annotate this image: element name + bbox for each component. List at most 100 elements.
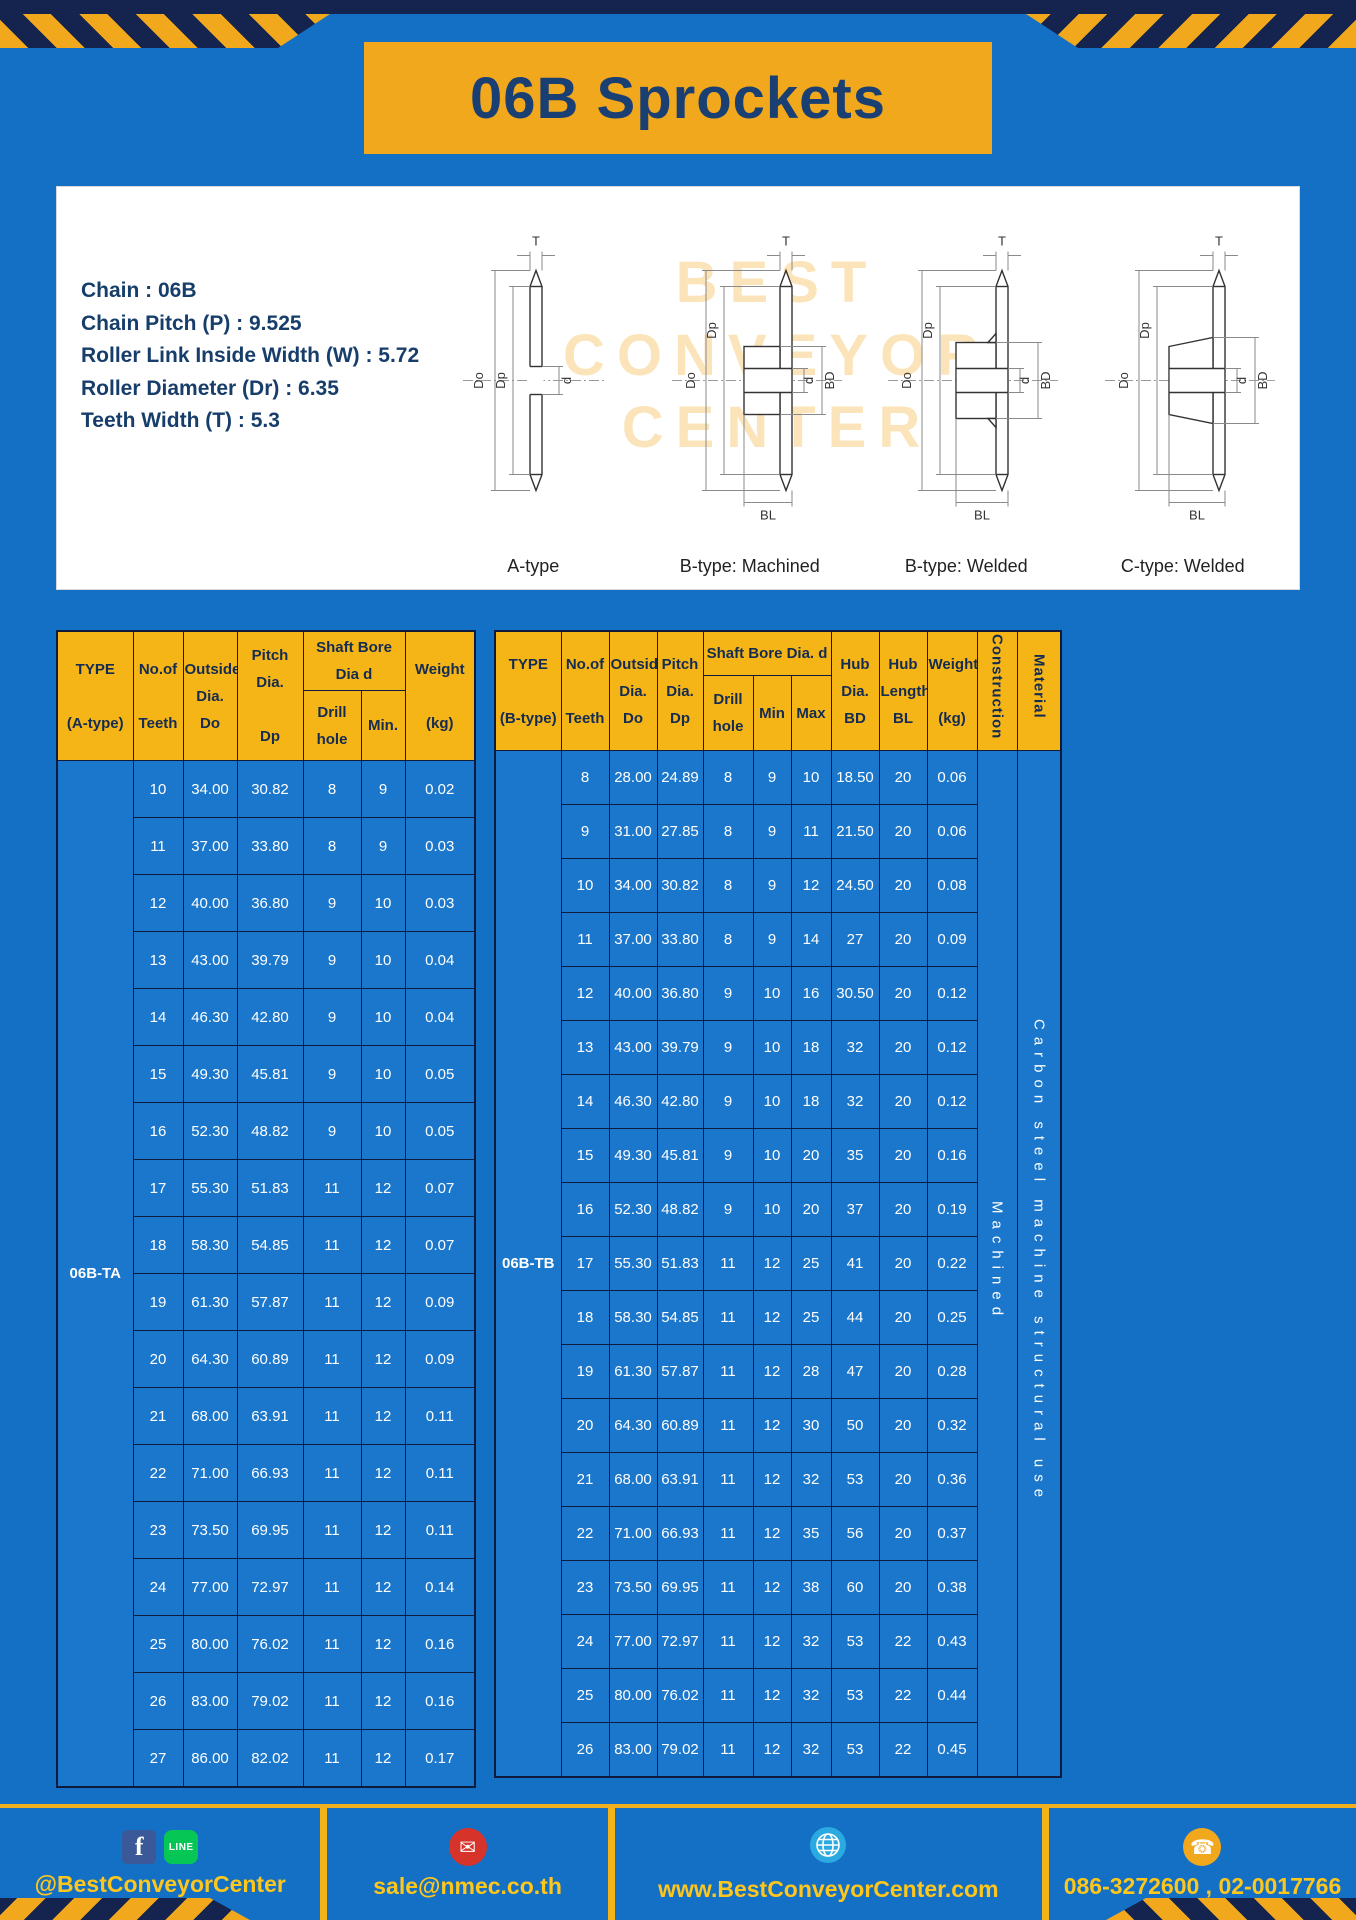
table-a-row: 21 68.00 63.91 11 12 0.11 [57,1387,476,1445]
table-a-row: 17 55.30 51.83 11 12 0.07 [57,1159,476,1217]
table-cell: 12 [360,1159,406,1217]
footer: f LINE @BestConveyorCenter ✉ sale@nmec.c… [0,1804,1356,1920]
table-b-type-cell: 06B-TB [494,750,562,1778]
header-type-b: TYPE (B-type) [494,630,562,752]
table-cell: 11 [302,1615,362,1673]
table-cell: 79.02 [656,1722,704,1778]
table-cell: 30.82 [236,760,304,818]
table-cell: 20 [878,912,928,968]
table-cell: 53 [830,1722,880,1778]
table-cell: 60.89 [236,1330,304,1388]
table-cell: 22 [878,1614,928,1670]
dim-label-dp: Dp [704,322,719,339]
footer-social-section: f LINE @BestConveyorCenter [0,1808,320,1920]
header-type-a: TYPE (A-type) [56,630,134,761]
table-b-header: TYPE (B-type) No.of Teeth Outside Dia. D… [494,630,1062,752]
header-hub-dia: Hub Dia. BD [830,630,880,752]
table-cell: 32 [790,1452,832,1508]
dim-label-d: d [559,377,574,384]
table-cell: 76.02 [656,1668,704,1724]
table-a-row: 22 71.00 66.93 11 12 0.11 [57,1444,476,1502]
table-a-row: 25 80.00 76.02 11 12 0.16 [57,1615,476,1673]
table-cell: 21.50 [830,804,880,860]
table-cell: 76.02 [236,1615,304,1673]
table-cell: 10 [360,988,406,1046]
table-cell: 9 [702,1020,754,1076]
table-b-row: 14 46.30 42.80 9 10 18 32 20 0.12 [495,1074,1061,1130]
table-cell: 0.44 [926,1668,978,1724]
table-cell: 0.12 [926,1020,978,1076]
table-cell: 20 [878,1290,928,1346]
table-cell: 83.00 [608,1722,658,1778]
table-cell: 12 [752,1614,792,1670]
table-cell: 8 [302,817,362,875]
table-cell: 0.12 [926,1074,978,1130]
table-cell: 10 [752,1020,792,1076]
table-cell: 20 [878,1344,928,1400]
table-cell: 9 [702,1182,754,1238]
page-title: 06B Sprockets [470,65,886,131]
table-cell: 79.02 [236,1672,304,1730]
table-cell: 0.32 [926,1398,978,1454]
table-cell: 10 [360,931,406,989]
table-cell: 16 [132,1102,184,1160]
header-drill-hole: Drill hole [302,690,362,761]
table-a-row: 18 58.30 54.85 11 12 0.07 [57,1216,476,1274]
table-cell: 8 [702,858,754,914]
table-cell: 21 [560,1452,610,1508]
table-cell: 12 [360,1387,406,1445]
corner-stripes-bottom-right [1106,1898,1356,1920]
table-cell: 22 [560,1506,610,1562]
table-cell: 26 [132,1672,184,1730]
table-cell: 15 [132,1045,184,1103]
table-b-row: 18 58.30 54.85 11 12 25 44 20 0.25 [495,1290,1061,1346]
header-min: Min [752,675,792,752]
table-cell: 0.11 [404,1444,476,1502]
table-cell: 35 [790,1506,832,1562]
table-cell: 26 [560,1722,610,1778]
table-cell: 9 [752,912,792,968]
table-cell: 86.00 [182,1729,238,1788]
header-pitch-dia: Pitch Dia. Dp [236,630,304,761]
table-cell: 25 [790,1290,832,1346]
corner-stripes-top-left [0,14,330,48]
table-cell: 66.93 [656,1506,704,1562]
footer-email-section: ✉ sale@nmec.co.th [327,1808,607,1920]
table-a-row: 24 77.00 72.97 11 12 0.14 [57,1558,476,1616]
table-cell: 0.19 [926,1182,978,1238]
table-cell: 38 [790,1560,832,1616]
table-cell: 8 [702,804,754,860]
table-cell: 10 [752,1074,792,1130]
table-cell: 0.17 [404,1729,476,1788]
header-hub-length: Hub Length BL [878,630,928,752]
table-cell: 9 [752,750,792,806]
table-cell: 8 [702,912,754,968]
spec-line: Chain : 06B [81,279,197,302]
table-cell: 0.12 [926,966,978,1022]
table-cell: 41 [830,1236,880,1292]
spec-line: Roller Diameter (Dr) : 6.35 [81,376,339,400]
globe-icon [809,1826,847,1869]
dim-label-do: Do [1116,372,1131,389]
facebook-icon: f [122,1830,157,1864]
drawing-b-type-welded: Do Dp T d BD [858,197,1075,583]
table-cell: 11 [790,804,832,860]
table-cell: 64.30 [608,1398,658,1454]
table-cell: 58.30 [608,1290,658,1346]
header-shaft-bore-group: Shaft Bore Dia d [302,630,406,691]
table-cell: 77.00 [182,1558,238,1616]
table-b-row: 19 61.30 57.87 11 12 28 47 20 0.28 [495,1344,1061,1400]
table-b-type: TYPE (B-type) No.of Teeth Outside Dia. D… [494,630,1063,1779]
table-cell: 73.50 [608,1560,658,1616]
table-a-row: 12 40.00 36.80 9 10 0.03 [57,874,476,932]
table-cell: 71.00 [182,1444,238,1502]
dim-label-t: T [998,234,1006,249]
table-a-row: 15 49.30 45.81 9 10 0.05 [57,1045,476,1103]
table-cell: 33.80 [236,817,304,875]
table-cell: 0.25 [926,1290,978,1346]
table-cell: 34.00 [182,760,238,818]
drawing-caption: C-type: Welded [1120,556,1245,576]
table-b-row: 20 64.30 60.89 11 12 30 50 20 0.32 [495,1398,1061,1454]
